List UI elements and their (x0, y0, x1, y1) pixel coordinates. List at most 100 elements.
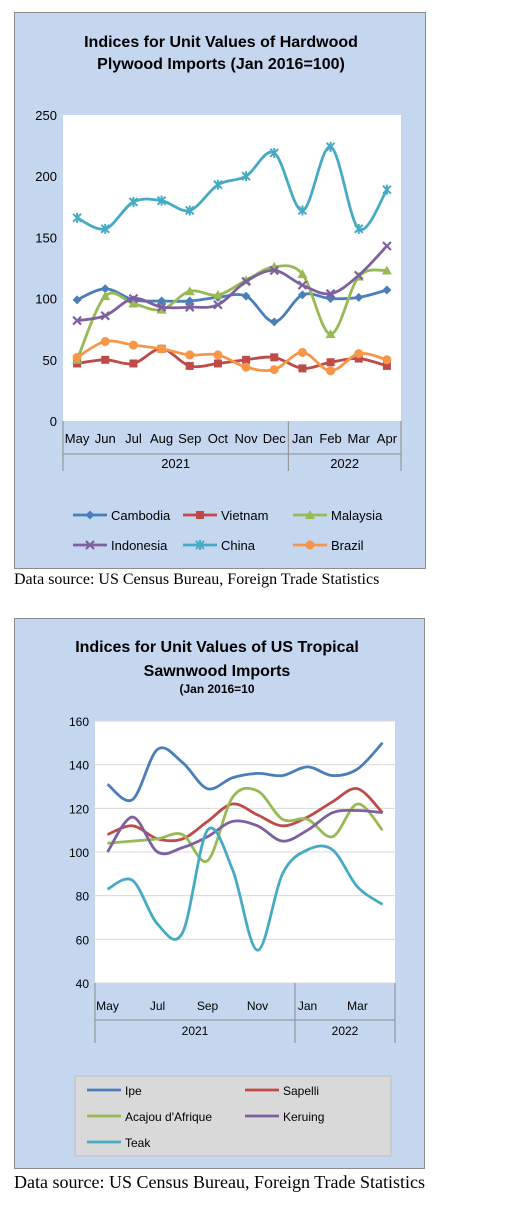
plywood-x-tick-label: Oct (208, 431, 229, 446)
plywood-x-tick-label: Aug (150, 431, 173, 446)
plywood-series-indonesia-point (241, 276, 251, 287)
plywood-series-indonesia-point (184, 302, 195, 312)
plywood-series-brazil-point (269, 365, 279, 375)
plywood-series-brazil-point (157, 344, 167, 354)
sawnwood-series-ipe-line (106, 741, 384, 803)
plywood-series-china-point (156, 195, 167, 206)
plywood-series-china-point (185, 205, 195, 216)
plywood-x-tick-label: May (65, 431, 90, 446)
plywood-x-tick-label: Jul (125, 431, 142, 446)
plywood-x-tick-label: Apr (377, 431, 398, 446)
plywood-series-cambodia-point (72, 295, 82, 305)
plywood-series-indonesia-line (76, 244, 388, 323)
plywood-x-tick-label: Jun (95, 431, 116, 446)
plywood-series-malaysia-point (100, 291, 111, 301)
plywood-title-line: Plywood Imports (Jan 2016=100) (97, 56, 345, 73)
sawnwood-year-label: 2022 (332, 1024, 359, 1038)
plywood-series-indonesia-point (325, 288, 336, 299)
plywood-chart-panel: Indices for Unit Values of Hardwood Plywo… (14, 12, 426, 569)
plywood-series-brazil-point (128, 340, 138, 350)
plywood-series-brazil-point (100, 336, 110, 346)
plywood-series-brazil-point (72, 352, 82, 362)
plywood-series-brazil-point (297, 347, 307, 357)
plywood-legend-label-brazil: Brazil (331, 538, 364, 553)
plywood-series-cambodia-point (297, 290, 307, 300)
sawnwood-legend-label-ipe: Ipe (125, 1084, 142, 1098)
plywood-legend-label-china: China (221, 538, 256, 553)
plywood-series-malaysia-point (156, 304, 167, 314)
plywood-series-indonesia-point (353, 270, 364, 281)
plywood-y-tick-label: 250 (35, 108, 57, 123)
plywood-series-china-point (354, 223, 364, 234)
sawnwood-chart-svg: Indices for Unit Values of US Tropical Sa… (69, 639, 396, 1157)
plywood-legend-label-cambodia: Cambodia (111, 508, 171, 523)
plywood-legend-box (64, 498, 396, 560)
plywood-series-brazil-point (185, 350, 195, 360)
plywood-series-china-point (100, 223, 110, 234)
plywood-year-label: 2022 (330, 456, 359, 471)
sawnwood-y-tick-label: 160 (69, 715, 89, 729)
plywood-series-indonesia-point (156, 302, 167, 312)
plywood-series-china-point (297, 205, 308, 216)
plywood-series-cambodia-point (354, 292, 364, 302)
plywood-series-china-point (269, 147, 279, 158)
sawnwood-y-tick-label: 40 (76, 977, 90, 991)
sawnwood-y-tick-label: 140 (69, 759, 89, 773)
plywood-x-tick-label: Nov (235, 431, 259, 446)
sawnwood-data-source: Data source: US Census Bureau, Foreign T… (14, 1172, 425, 1192)
sawnwood-x-tick-label: Sep (197, 999, 219, 1013)
plywood-legend-label-malaysia: Malaysia (331, 508, 383, 523)
plywood-x-tick-label: Dec (263, 431, 287, 446)
sawnwood-chart-panel: Indices for Unit Values of US Tropical Sa… (14, 618, 425, 1169)
sawnwood-y-tick-label: 120 (69, 802, 89, 816)
plywood-series-china-point (213, 179, 223, 190)
sawnwood-series-keruing-line (106, 808, 383, 856)
plywood-series-cambodia-point (100, 284, 110, 294)
plywood-series-indonesia-point (297, 280, 308, 290)
sawnwood-year-label: 2021 (182, 1024, 209, 1038)
plywood-title-line: Indices for Unit Values of Hardwood (84, 34, 358, 51)
sawnwood-y-tick-label: 80 (76, 890, 90, 904)
plywood-series-indonesia-point (213, 299, 223, 310)
plywood-series-indonesia-point (382, 241, 392, 251)
plywood-x-tick-label: Mar (348, 431, 371, 446)
plywood-series-cambodia-point (185, 296, 195, 306)
sawnwood-y-tick-label: 100 (69, 846, 89, 860)
sawnwood-y-tick-label: 60 (76, 933, 90, 947)
plywood-data-source: Data source: US Census Bureau, Foreign T… (14, 571, 380, 588)
plywood-series-malaysia-point (184, 286, 195, 296)
sawnwood-x-tick-label: Mar (347, 999, 368, 1013)
plywood-series-malaysia-point (381, 265, 392, 275)
sawnwood-legend-box (74, 1075, 392, 1157)
plywood-year-label: 2021 (161, 456, 190, 471)
sawnwood-x-tick-label: Jan (298, 999, 317, 1013)
plywood-series-malaysia-point (212, 289, 223, 299)
sawnwood-series-acajou-d-afrique-line (107, 786, 384, 863)
plywood-legend-label-vietnam: Vietnam (221, 508, 268, 523)
plywood-series-brazil-point (213, 350, 223, 360)
plywood-x-tick-label: Feb (319, 431, 341, 446)
plywood-legend-marker-malaysia (305, 510, 315, 519)
plywood-y-tick-label: 100 (35, 292, 57, 307)
plywood-series-vietnam-point (270, 353, 279, 362)
plywood-series-vietnam-point (185, 361, 194, 370)
sawnwood-title-line: Indices for Unit Values of US Tropical (75, 639, 359, 656)
plywood-y-tick-label: 50 (43, 353, 57, 368)
plywood-series-indonesia-point (128, 293, 139, 304)
plywood-series-cambodia-point (382, 285, 392, 295)
plywood-series-malaysia-point (297, 269, 308, 279)
plywood-legend-label-indonesia: Indonesia (111, 538, 168, 553)
plywood-series-indonesia-point (72, 315, 82, 326)
plywood-series-vietnam-point (213, 359, 222, 368)
plywood-series-cambodia-point (241, 291, 251, 301)
plywood-legend-marker-vietnam (196, 511, 204, 519)
plywood-y-tick-label: 0 (50, 414, 57, 429)
plywood-legend-marker-brazil (305, 540, 315, 550)
plywood-series-china-point (382, 184, 392, 195)
sawnwood-legend-label-teak: Teak (125, 1136, 151, 1150)
plywood-series-cambodia-point (269, 317, 279, 327)
plywood-series-brazil-point (382, 355, 392, 365)
plywood-series-vietnam-point (101, 355, 110, 364)
plywood-series-indonesia-point (269, 265, 280, 276)
plywood-series-brazil-point (354, 349, 364, 359)
